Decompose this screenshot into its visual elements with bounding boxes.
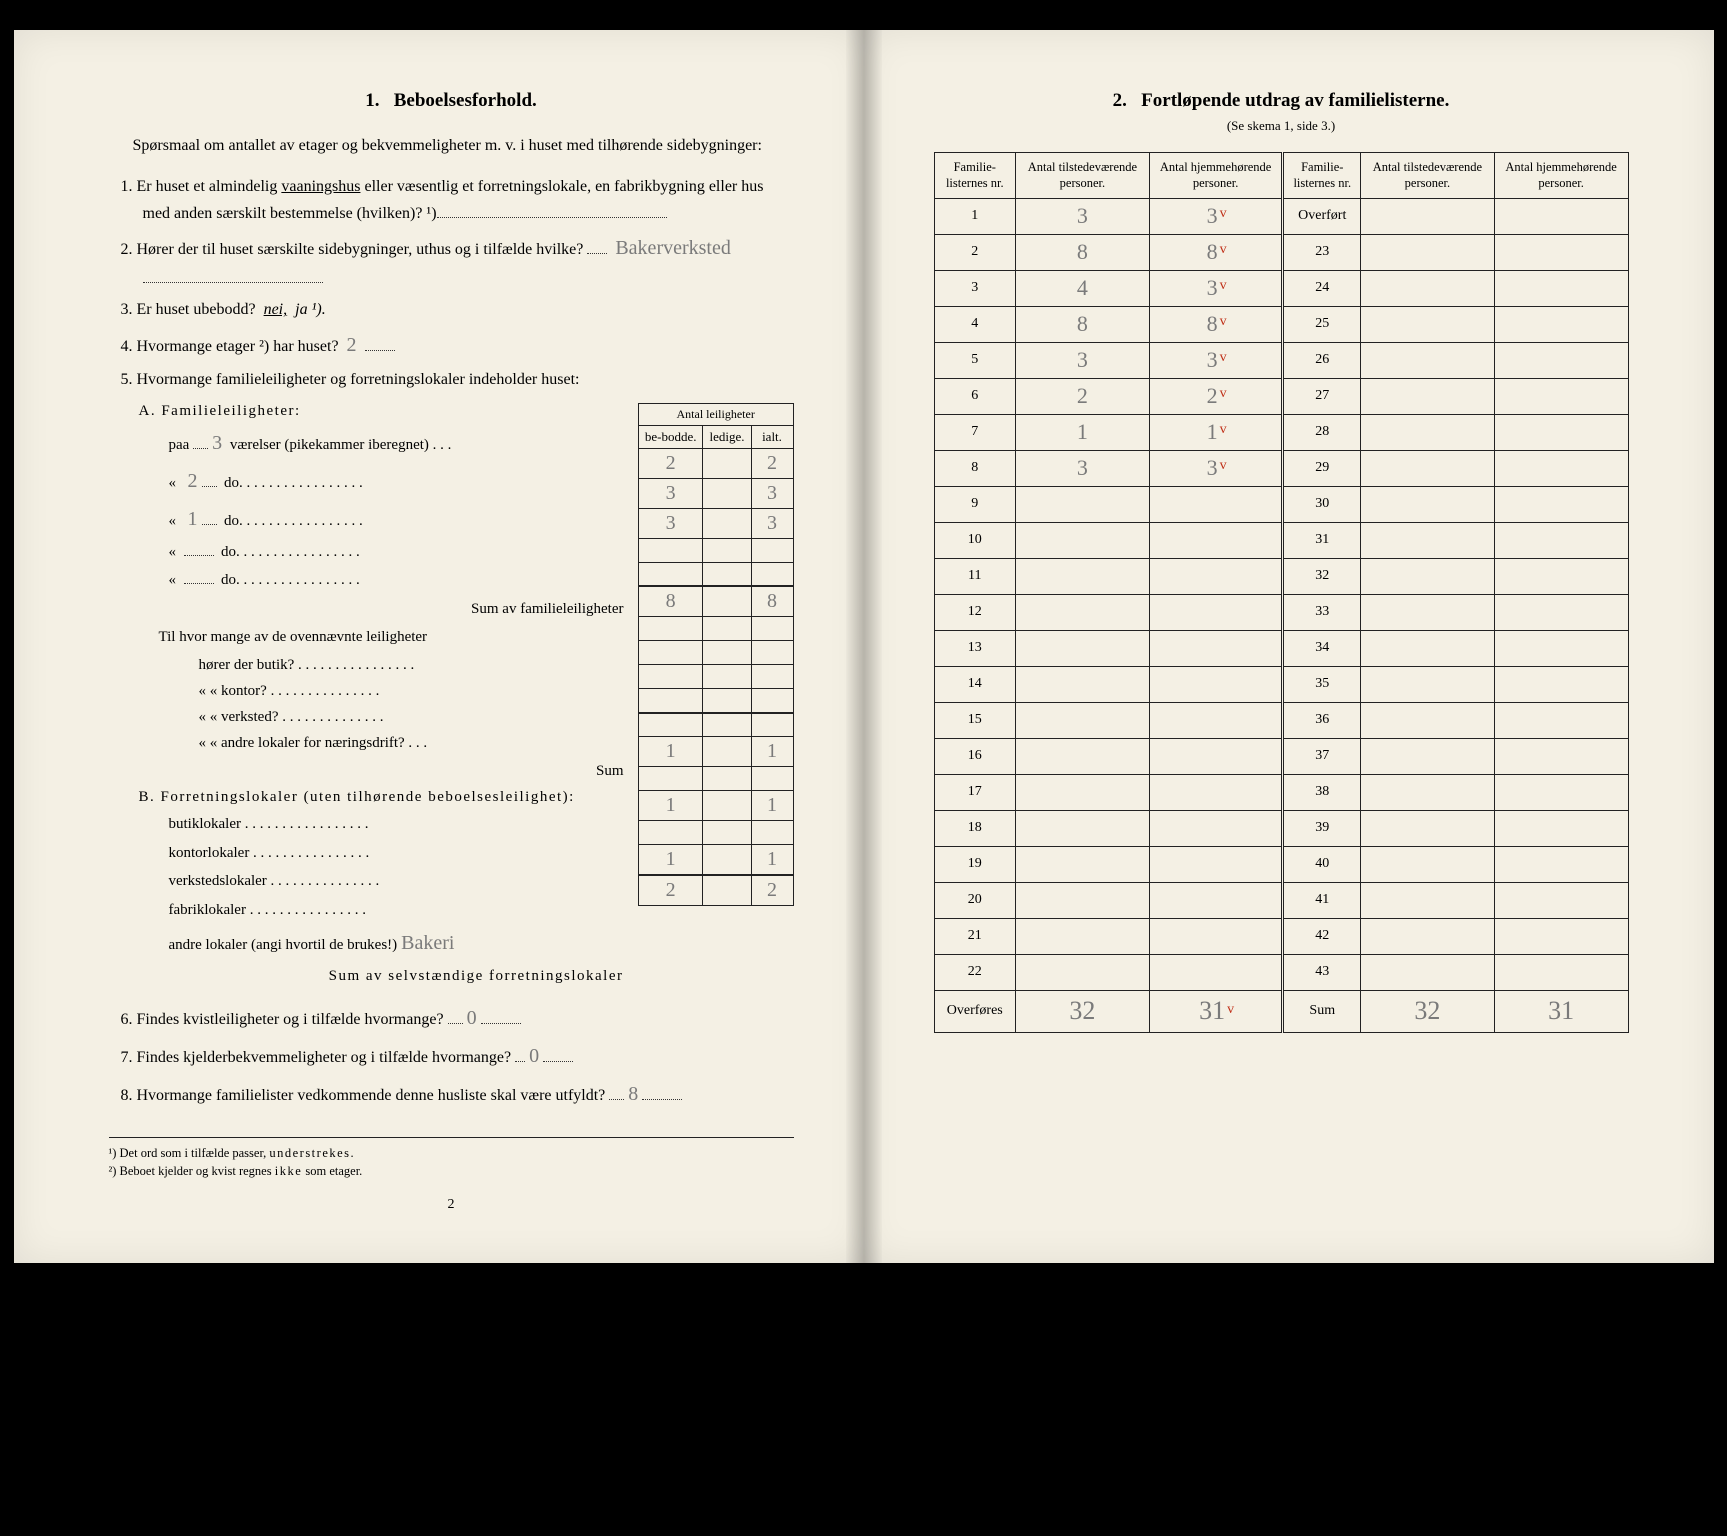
col-bebodde: be-bodde.: [638, 425, 703, 448]
fam-row: 1839: [934, 810, 1628, 846]
q3-nei: nei,: [264, 301, 288, 318]
section-5-body: Antal leiligheter be-bodde. ledige. ialt…: [109, 403, 794, 991]
q2-text: Hører der til huset særskilte sidebygnin…: [137, 241, 584, 258]
q6-answer: 0: [463, 1001, 481, 1035]
fam-row: 288v23: [934, 234, 1628, 270]
left-title: 1. Beboelsesforhold.: [109, 90, 794, 112]
col-3: Familie-listernes nr.: [1283, 153, 1361, 199]
fn1: ¹) Det ord som i tilfælde passer, unders…: [109, 1144, 794, 1163]
q2: 2. Hører der til huset særskilte sidebyg…: [109, 231, 794, 292]
q-num: 4.: [121, 338, 133, 355]
fam-row: 622v27: [934, 378, 1628, 414]
foot-sum: Sum: [1283, 990, 1361, 1032]
fam-row: 1738: [934, 774, 1628, 810]
col-0: Familie-listernes nr.: [934, 153, 1016, 199]
right-page: 2. Fortløpende utdrag av familielisterne…: [864, 30, 1714, 1263]
q1: 1. Er huset et almindelig vaaningshus el…: [109, 173, 794, 227]
fam-row: 1132: [934, 558, 1628, 594]
fam-row: 711v28: [934, 414, 1628, 450]
fam-row: 930: [934, 486, 1628, 522]
title-num: 2.: [1113, 90, 1127, 111]
col-ledige: ledige.: [703, 425, 751, 448]
fam-row: 1233: [934, 594, 1628, 630]
foot-overfores: Overføres: [934, 990, 1016, 1032]
sumA-2: 8: [763, 590, 781, 613]
q5-text: Hvormange familieleiligheter og forretni…: [137, 371, 580, 388]
sumR-0: 32: [1410, 996, 1444, 1026]
family-table: Familie-listernes nr. Antal tilstedevære…: [934, 152, 1629, 1033]
q-num: 3.: [121, 301, 133, 318]
fn2: ²) Beboet kjelder og kvist regnes ikke s…: [109, 1162, 794, 1181]
sumB-0: 2: [662, 879, 680, 902]
fam-row: 2243: [934, 954, 1628, 990]
right-subtitle: (Se skema 1, side 3.): [934, 118, 1629, 134]
leil-table: Antal leiligheter be-bodde. ledige. ialt…: [638, 403, 794, 907]
red-check: v: [1227, 1002, 1234, 1017]
q-num: 1.: [121, 178, 133, 195]
title-num: 1.: [365, 90, 379, 111]
col-4: Antal tilstedeværende personer.: [1361, 153, 1495, 199]
A3-n: 1: [184, 500, 202, 538]
fam-row: 1940: [934, 846, 1628, 882]
B-row: andre lokaler (angi hvortil de brukes!) …: [169, 924, 794, 962]
A1-n: 3: [208, 424, 226, 462]
left-page: 1. Beboelsesforhold. Spørsmaal om antall…: [14, 30, 864, 1263]
q4: 4. Hvormange etager ²) har huset? 2: [109, 328, 794, 362]
fam-row: 533v26: [934, 342, 1628, 378]
q-num: 5.: [121, 371, 133, 388]
q-num: 2.: [121, 241, 133, 258]
fam-footer-row: Overføres 32 31v Sum 32 31: [934, 990, 1628, 1032]
sumL-0: 32: [1065, 996, 1099, 1026]
sum-A-row: 8 8: [638, 586, 793, 617]
q8-answer: 8: [624, 1077, 642, 1111]
q3-text: Er huset ubebodd?: [137, 301, 256, 318]
q3-ja: ja ¹).: [295, 301, 326, 318]
col-2: Antal hjemmehørende personer.: [1149, 153, 1283, 199]
sumR-1: 31: [1544, 996, 1578, 1026]
fam-header-row: Familie-listernes nr. Antal tilstedevære…: [934, 153, 1628, 199]
col-5: Antal hjemmehørende personer.: [1494, 153, 1628, 199]
A2-n: 2: [184, 462, 202, 500]
book-spread: 1. Beboelsesforhold. Spørsmaal om antall…: [14, 30, 1714, 1263]
leil-header: Antal leiligheter: [638, 403, 793, 425]
q5: 5. Hvormange familieleiligheter og forre…: [109, 366, 794, 393]
fam-row: 2142: [934, 918, 1628, 954]
right-title: 2. Fortløpende utdrag av familielisterne…: [934, 90, 1629, 112]
A-sub-sum: Sum: [139, 757, 624, 786]
sum-B-label: Sum av selvstændige forretningslokaler: [139, 962, 624, 991]
title-text: Fortløpende utdrag av familielisterne.: [1141, 90, 1449, 111]
questions-6-8: 6. Findes kvistleiligheter og i tilfælde…: [109, 1001, 794, 1111]
fam-row: 1637: [934, 738, 1628, 774]
questions-list: 1. Er huset et almindelig vaaningshus el…: [109, 173, 794, 393]
q7: 7. Findes kjelderbekvemmeligheter og i t…: [109, 1039, 794, 1073]
q2-answer: Bakerverksted: [611, 231, 735, 265]
fam-row: 2041: [934, 882, 1628, 918]
sumL-1: 31: [1195, 996, 1229, 1026]
footnotes: ¹) Det ord som i tilfælde passer, unders…: [109, 1137, 794, 1182]
title-text: Beboelsesforhold.: [394, 90, 537, 111]
fam-row: 343v24: [934, 270, 1628, 306]
fam-row: 1536: [934, 702, 1628, 738]
q7-answer: 0: [525, 1039, 543, 1073]
q4-answer: 2: [343, 328, 361, 362]
fam-row: 1435: [934, 666, 1628, 702]
page-number: 2: [109, 1197, 794, 1213]
q8: 8. Hvormange familielister vedkommende d…: [109, 1077, 794, 1111]
q6: 6. Findes kvistleiligheter og i tilfælde…: [109, 1001, 794, 1035]
q3: 3. Er huset ubebodd? nei, ja ¹).: [109, 296, 794, 323]
sum-B-row: 2 2: [638, 875, 793, 906]
sumB-2: 2: [763, 879, 781, 902]
q4-text: Hvormange etager ²) har huset?: [137, 338, 339, 355]
sum-A-label: Sum av familieleiligheter: [139, 595, 624, 624]
fam-row: 1031: [934, 522, 1628, 558]
fam-row: 833v29: [934, 450, 1628, 486]
col-ialt: ialt.: [751, 425, 793, 448]
fam-row: 1334: [934, 630, 1628, 666]
fam-row: 488v25: [934, 306, 1628, 342]
sumA-0: 8: [662, 590, 680, 613]
intro-text: Spørsmaal om antallet av etager og bekve…: [109, 134, 794, 159]
col-1: Antal tilstedeværende personer.: [1016, 153, 1150, 199]
fam-row: 133vOverført: [934, 198, 1628, 234]
